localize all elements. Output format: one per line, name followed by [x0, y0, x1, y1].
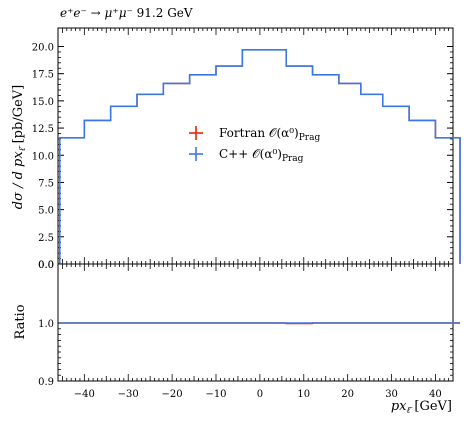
ratio-panel: 1.0 0.9 0.0 −40 −30 −20 −10 0 10 20 30 40 Ratio px… — [13, 260, 461, 416]
main-y-tick-label: 12.5 — [32, 124, 54, 135]
main-frame — [57, 27, 454, 265]
x-tick-label: 0 — [257, 389, 263, 400]
main-y-tick-label: 17.5 — [32, 70, 54, 81]
ratio-y-axis: 1.0 0.9 0.0 — [38, 260, 453, 388]
x-tick-label: 20 — [341, 389, 354, 400]
main-y-tick-label: 15.0 — [32, 97, 54, 108]
main-series — [58, 48, 461, 264]
main-y-tick-label: 10.0 — [32, 151, 54, 162]
x-axis-label: pxℓ̄ [GeV] — [391, 399, 452, 416]
ratio-y-tick-label: 1.0 — [38, 319, 54, 330]
main-y-axis: 20.0 17.5 15.0 12.5 10.0 7.5 5.0 2.5 0.0 — [32, 43, 453, 271]
main-y-tick-label: 0.0 — [38, 260, 54, 271]
x-tick-label: 10 — [297, 389, 310, 400]
legend-label: Fortran 𝒪(α⁰)Prag — [219, 126, 320, 143]
main-y-tick-label: 5.0 — [38, 206, 54, 217]
x-tick-label: −40 — [74, 389, 95, 400]
chart-title: e⁺e⁻ → μ⁺μ⁻ 91.2 GeV — [60, 6, 193, 20]
x-tick-label: −20 — [162, 389, 183, 400]
ratio-y-axis-label: Ratio — [13, 304, 28, 339]
ratio-x-axis: −40 −30 −20 −10 0 10 20 30 40 — [61, 264, 454, 400]
x-tick-label: 40 — [429, 389, 442, 400]
x-tick-label: 30 — [385, 389, 398, 400]
main-y-tick-label: 7.5 — [38, 178, 54, 189]
series-line-cpp — [58, 48, 461, 264]
main-panel: 20.0 17.5 15.0 12.5 10.0 7.5 5.0 2.5 0.0 Fortran… — [11, 27, 461, 271]
ratio-series — [59, 322, 461, 325]
legend: Fortran 𝒪(α⁰)Prag C++ 𝒪(α⁰)Prag — [189, 126, 320, 164]
main-y-tick-label: 2.5 — [38, 233, 54, 244]
x-tick-label: −30 — [118, 389, 139, 400]
ratio-top-tick-label: 0.0 — [38, 260, 54, 271]
main-y-tick-label: 20.0 — [32, 43, 54, 54]
ratio-y-tick-label: 0.9 — [38, 377, 54, 388]
x-tick-label: −10 — [205, 389, 226, 400]
main-x-axis — [61, 28, 454, 264]
main-y-axis-label: dσ / d pxℓ̄ [pb/GeV] — [11, 85, 28, 209]
legend-label: C++ 𝒪(α⁰)Prag — [219, 147, 304, 164]
